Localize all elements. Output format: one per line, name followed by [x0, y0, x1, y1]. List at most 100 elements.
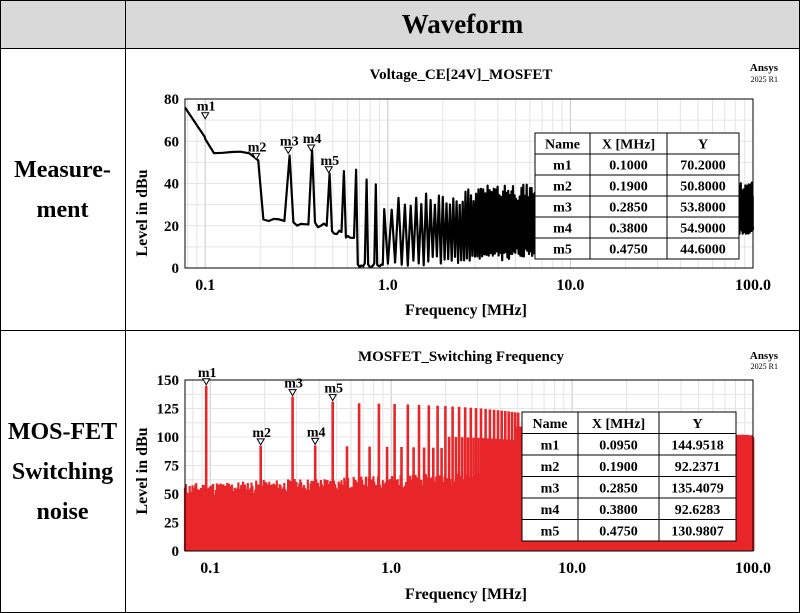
harmonic-bar — [357, 403, 361, 551]
marker-triangle — [310, 437, 320, 446]
marker-label: m5 — [324, 382, 343, 397]
marker-label: m1 — [198, 366, 217, 381]
harmonic-bar — [488, 409, 492, 551]
chart-title: MOSFET_Switching Frequency — [358, 349, 564, 365]
harmonic-bar — [496, 410, 500, 551]
harmonic-bar — [368, 446, 371, 551]
ansys-version: 2025 R1 — [751, 362, 778, 371]
harmonic-bar — [412, 447, 415, 551]
table-header-cell: Y — [698, 138, 708, 153]
row-label-measurement: Measure- ment — [0, 49, 125, 330]
table-header-cell: Name — [545, 138, 580, 153]
harmonic-bar — [500, 410, 503, 551]
table-cell: 144.9518 — [671, 438, 724, 453]
harmonic-bar — [486, 438, 490, 551]
harmonic-bar — [436, 405, 439, 551]
table-cell: m3 — [541, 481, 560, 496]
x-tick-label: 1.0 — [378, 277, 398, 294]
table-cell: 54.9000 — [680, 222, 726, 237]
harmonic-bar — [512, 440, 515, 551]
table-cell: m5 — [541, 524, 560, 539]
harmonic-bar — [331, 401, 334, 551]
y-tick-label: 25 — [164, 516, 179, 532]
header-waveform-label: Waveform — [401, 9, 524, 39]
ansys-version: 2025 R1 — [751, 75, 778, 84]
x-tick-labels: 0.1 1.0 10.0 100.0 — [195, 277, 771, 294]
x-tick-label: 100.0 — [735, 277, 771, 294]
marker-triangle — [251, 153, 261, 161]
harmonic-bar — [291, 396, 294, 551]
y-tick-labels: 0 20 40 60 80 — [164, 92, 179, 277]
harmonic-bar — [466, 437, 470, 551]
marker-table: Name X [MHz] Ym1 0.0950 144.9518 m2 0.1900 92.2… — [521, 411, 737, 542]
harmonic-bar — [482, 438, 485, 551]
harmonic-bar — [385, 446, 389, 551]
y-tick-label: 100 — [157, 430, 180, 446]
table-cell: 130.9807 — [671, 524, 724, 539]
table-cell: 53.8000 — [680, 201, 726, 216]
table-cell: m1 — [541, 438, 560, 453]
harmonic-bar — [484, 409, 487, 551]
harmonic-bar — [474, 408, 478, 551]
table-header-cell: Name — [533, 417, 568, 432]
table-cell: 0.3800 — [599, 503, 638, 518]
plot-area — [184, 379, 754, 552]
marker-labels: m1 m2 m3 m4 m5 — [198, 366, 343, 446]
harmonic-bar — [494, 438, 498, 551]
harmonic-bar — [427, 405, 431, 551]
x-tick-label: 0.1 — [200, 560, 220, 577]
y-tick-label: 75 — [164, 459, 179, 475]
harmonic-bar — [440, 447, 443, 551]
table-cell: 44.6000 — [680, 243, 726, 258]
table-cell: m1 — [553, 159, 572, 174]
table-cell: 92.6283 — [675, 503, 721, 518]
row-label-line: noise — [36, 498, 89, 525]
harmonic-bar — [444, 406, 447, 551]
ansys-logo: Ansys — [750, 62, 779, 74]
marker-label: m3 — [284, 377, 303, 392]
harmonic-bar — [204, 385, 208, 551]
marker-label: m4 — [303, 132, 322, 147]
table-cell: 50.8000 — [680, 180, 726, 195]
marker-label: m3 — [280, 134, 299, 149]
chart-switching: MOSFET_Switching Frequency Ansys 2025 R1… — [134, 349, 779, 603]
marker-triangle — [288, 389, 297, 397]
table-cell: 70.2000 — [680, 159, 726, 174]
header-waveform-cell: Waveform — [126, 1, 799, 48]
table-cell: m5 — [553, 243, 572, 258]
y-axis-label: Level in dBu — [134, 427, 151, 514]
harmonic-bar — [477, 437, 480, 551]
marker-triangle — [200, 112, 210, 120]
harmonic-bar — [377, 403, 381, 551]
harmonic-bar — [513, 412, 517, 551]
harmonic-bar — [400, 447, 403, 551]
end-bar — [749, 482, 755, 551]
harmonic-bar — [457, 406, 461, 551]
marker-triangle — [283, 146, 293, 155]
table-cell: m3 — [553, 201, 572, 216]
harmonic-bar — [510, 411, 514, 551]
harmonic-bar — [422, 447, 426, 551]
table-header-cell: X [MHz] — [592, 417, 645, 432]
marker-label: m2 — [248, 141, 267, 156]
x-tick-label: 0.1 — [195, 277, 215, 294]
plot-area — [184, 98, 754, 269]
harmonic-bar — [504, 411, 507, 551]
marker-triangle — [324, 166, 334, 174]
marker-label: m2 — [252, 426, 271, 441]
y-tick-label: 40 — [164, 177, 179, 193]
harmonic-bar — [507, 411, 510, 551]
y-axis-label: Level in dBu — [134, 169, 151, 256]
row-label-line: Measure- — [14, 156, 111, 183]
y-tick-label: 125 — [157, 402, 180, 418]
x-axis-label: Frequency [MHz] — [405, 586, 527, 603]
harmonic-bar — [454, 437, 458, 551]
chart-measurement: Voltage_CE[24V]_MOSFET Ansys 2025 R1 0 20… — [134, 62, 779, 319]
x-tick-label: 10.0 — [556, 277, 584, 294]
row-label-line: Switching — [11, 458, 114, 485]
y-tick-label: 20 — [164, 219, 179, 235]
table-cell: 0.4750 — [599, 524, 638, 539]
table-cell: 92.2371 — [675, 460, 721, 475]
harmonic-bar — [505, 439, 509, 551]
x-tick-labels: 0.1 1.0 10.0 100.0 — [200, 560, 771, 577]
